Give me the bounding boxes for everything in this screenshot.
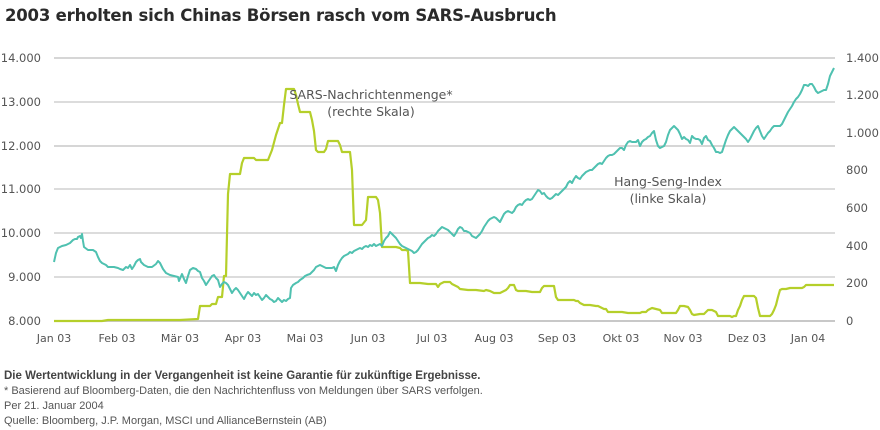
x-tick: Mär 03 [161, 332, 199, 345]
source: Quelle: Bloomberg, J.P. Morgan, MSCI und… [4, 415, 327, 427]
y-tick-left: 8.000 [8, 314, 41, 328]
x-tick: Dez 03 [728, 332, 767, 345]
y-tick-left: 14.000 [1, 51, 41, 65]
y-tick-left: 10.000 [1, 226, 41, 240]
x-axis: Jan 03 Feb 03 Mär 03 Apr 03 Mai 03 Jun 0… [36, 332, 825, 345]
hang-seng-index-line [53, 67, 835, 303]
hsi-annotation: Hang-Seng-Index (linke Skala) [614, 174, 722, 206]
disclaimer: Die Wertentwicklung in der Vergangenheit… [4, 370, 481, 382]
x-tick: Aug 03 [475, 332, 514, 345]
hsi-label: Hang-Seng-Index [614, 174, 722, 189]
y-tick-right: 0 [846, 314, 853, 328]
x-tick: Apr 03 [225, 332, 262, 345]
x-tick: Nov 03 [664, 332, 703, 345]
y-tick-right: 1.200 [846, 88, 879, 102]
x-tick: Okt 03 [603, 332, 640, 345]
y-tick-left: 13.000 [1, 95, 41, 109]
y-tick-left: 11.000 [1, 182, 41, 196]
chart-title: 2003 erholten sich Chinas Börsen rasch v… [5, 6, 557, 25]
sars-label: SARS-Nachrichtenmenge* [289, 87, 452, 102]
y-axis-left: 14.000 13.000 12.000 11.000 10.000 9.000… [1, 51, 41, 328]
chart: 14.000 13.000 12.000 11.000 10.000 9.000… [1, 51, 879, 345]
x-tick: Mai 03 [287, 332, 324, 345]
x-tick: Jun 03 [350, 332, 386, 345]
y-tick-right: 400 [846, 239, 868, 253]
sars-annotation: SARS-Nachrichtenmenge* (rechte Skala) [289, 87, 452, 119]
x-tick: Feb 03 [99, 332, 136, 345]
gridlines [54, 57, 835, 322]
sars-scale-label: (rechte Skala) [327, 104, 414, 119]
x-tick: Sep 03 [538, 332, 576, 345]
x-tick: Jan 03 [36, 332, 71, 345]
y-tick-left: 9.000 [8, 270, 41, 284]
hsi-scale-label: (linke Skala) [630, 191, 707, 206]
y-tick-left: 12.000 [1, 139, 41, 153]
y-tick-right: 200 [846, 276, 868, 290]
sars-news-volume-line [54, 87, 834, 323]
y-tick-right: 600 [846, 201, 868, 215]
y-axis-right: 1.400 1.200 1.000 800 600 400 200 0 [846, 51, 879, 328]
footnote: * Basierend auf Bloomberg-Daten, die den… [4, 385, 483, 397]
y-tick-right: 1.000 [846, 126, 879, 140]
x-tick: Jul 03 [416, 332, 448, 345]
y-tick-right: 800 [846, 163, 868, 177]
footer: Die Wertentwicklung in der Vergangenheit… [4, 369, 483, 429]
y-tick-right: 1.400 [846, 51, 879, 65]
as-of-date: Per 21. Januar 2004 [4, 400, 104, 412]
x-tick: Jan 04 [790, 332, 825, 345]
